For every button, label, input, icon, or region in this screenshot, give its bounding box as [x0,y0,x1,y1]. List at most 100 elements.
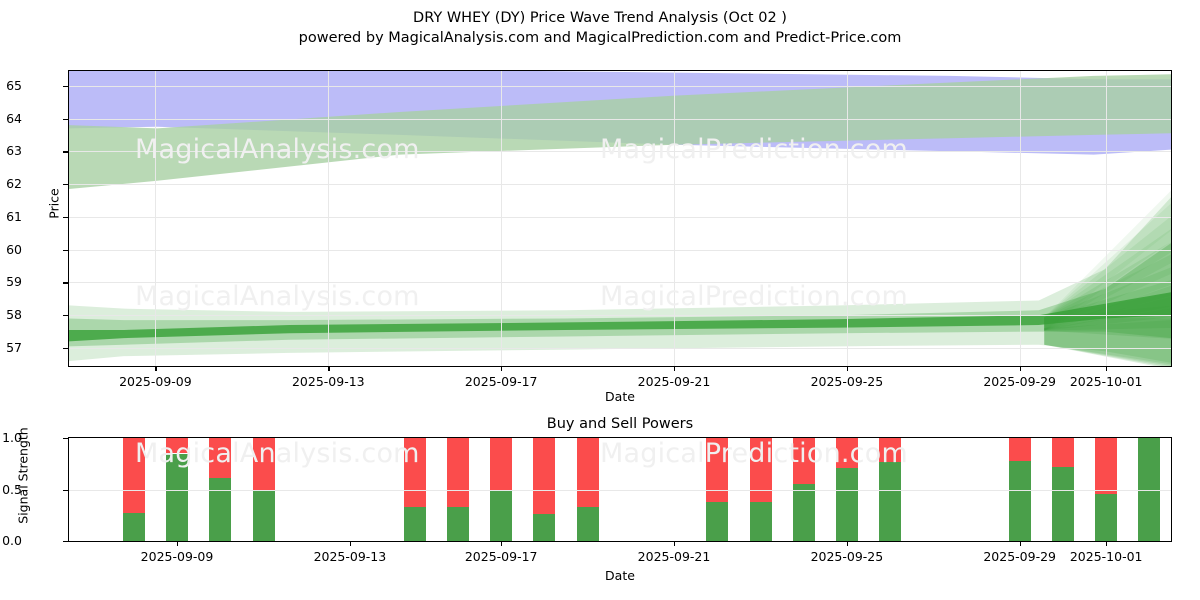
signal-bar[interactable] [166,438,188,541]
signal-bar[interactable] [252,438,275,541]
price-band-4 [69,292,1171,342]
signal-bar-buy-segment [879,461,902,541]
signal-bar-sell-segment [1008,438,1031,461]
signal-bar-buy-segment [792,484,815,541]
price-y-tick-mark [63,184,68,186]
signal-bar-sell-segment [209,438,232,479]
price-gridline-h [69,282,1171,284]
price-y-tick-label: 58 [6,307,22,323]
signal-bar[interactable] [879,438,902,541]
signal-x-axis-label: Date [605,568,635,583]
signal-bar-sell-segment [490,438,513,490]
price-x-tick-label: 2025-09-13 [291,374,365,389]
signal-x-tick-label: 2025-09-17 [464,549,538,564]
signal-bar[interactable] [749,438,772,541]
signal-bar-sell-segment [835,438,858,468]
signal-bar-buy-segment [122,513,145,541]
signal-bar-buy-segment [533,514,556,541]
signal-bar-buy-segment [490,489,513,541]
signal-bar[interactable] [835,438,858,541]
price-y-tick-label: 62 [6,176,22,192]
signal-bar-sell-segment [446,438,469,507]
signal-bar-buy-segment [446,507,469,541]
signal-bar-sell-segment [1052,438,1074,467]
price-x-tick-mark [501,366,503,371]
signal-bar-buy-segment [1052,466,1074,541]
signal-chart-clip [69,438,1171,541]
price-fan-tail-2 [1044,308,1171,366]
signal-chart-plot-area [68,437,1172,542]
signal-bar[interactable] [122,438,145,541]
signal-y-tick-mark [63,489,68,491]
signal-x-tick-mark [1019,541,1021,546]
signal-bar-sell-segment [749,438,772,502]
signal-y-tick-label: 0.0 [2,533,22,548]
signal-bar-sell-segment [576,438,599,507]
price-band-1 [69,74,1171,189]
price-x-tick-label: 2025-09-21 [637,374,711,389]
signal-bar-buy-segment [706,501,729,541]
signal-bar[interactable] [706,438,729,541]
signal-bar[interactable] [792,438,815,541]
page-subtitle: powered by MagicalAnalysis.com and Magic… [298,30,902,46]
signal-x-tick-mark [501,541,503,546]
signal-bar-buy-segment [1008,460,1031,541]
price-fan-tail-0 [1044,285,1171,365]
signal-bar[interactable] [1052,438,1074,541]
price-gridline-h [69,85,1171,87]
signal-bar-buy-segment [576,507,599,541]
signal-bar[interactable] [1008,438,1031,541]
signal-bar-sell-segment [1095,438,1118,494]
signal-y-tick-mark [63,541,68,543]
price-gridline-h [69,118,1171,120]
price-x-tick-label: 2025-09-09 [119,374,192,389]
signal-bar-sell-segment [792,438,815,485]
signal-x-tick-label: 2025-09-29 [983,549,1057,564]
price-x-tick-label: 2025-09-29 [983,374,1057,389]
price-gridline-h [69,348,1171,349]
price-fan-wedge-1 [1044,305,1171,331]
signal-x-tick-mark [674,541,676,546]
price-x-tick-mark [328,366,330,371]
price-x-tick-label: 2025-10-01 [1069,374,1143,389]
price-y-tick-label: 63 [6,143,22,159]
signal-bar[interactable] [209,438,232,541]
price-fan-wedge-8 [1044,216,1171,331]
price-y-tick-mark [63,315,68,317]
price-gridline-h [69,315,1171,317]
signal-y-axis-label: Signal Strength [15,427,31,524]
price-fan-wedge-3 [1044,280,1171,331]
signal-x-tick-label: 2025-10-01 [1069,549,1143,564]
signal-chart-title: Buy and Sell Powers [546,416,694,432]
signal-x-tick-label: 2025-09-25 [810,549,884,564]
signal-bar-buy-segment [252,489,275,541]
price-x-tick-mark [1019,366,1021,371]
signal-bar[interactable] [490,438,513,541]
signal-x-tick-mark [177,541,179,546]
price-fan-wedge-5 [1044,254,1171,331]
price-y-axis-label: Price [46,188,62,219]
signal-y-tick-label: 1.0 [2,430,22,445]
price-y-tick-label: 60 [6,241,22,257]
signal-x-tick-label: 2025-09-09 [140,549,214,564]
signal-bar[interactable] [1095,438,1118,541]
signal-bar-buy-segment [209,478,232,541]
signal-bar[interactable] [533,438,556,541]
price-gridline-v [1019,71,1021,366]
signal-bar-buy-segment [749,501,772,541]
price-x-tick-mark [1106,366,1108,371]
price-y-tick-mark [63,216,68,219]
price-fan-wedge-0 [1044,317,1171,339]
price-fan-wedge-6 [1044,241,1171,331]
price-gridline-v [155,71,157,366]
price-y-tick-mark [63,151,68,153]
price-y-tick-label: 64 [6,110,22,126]
signal-bar-buy-segment [166,453,188,541]
price-y-tick-label: 59 [6,274,22,290]
price-y-tick-mark [63,282,68,284]
price-gridline-v [846,71,848,366]
price-x-tick-mark [155,366,157,371]
signal-bar-buy-segment [1095,493,1118,541]
price-gridline-h [69,249,1171,251]
